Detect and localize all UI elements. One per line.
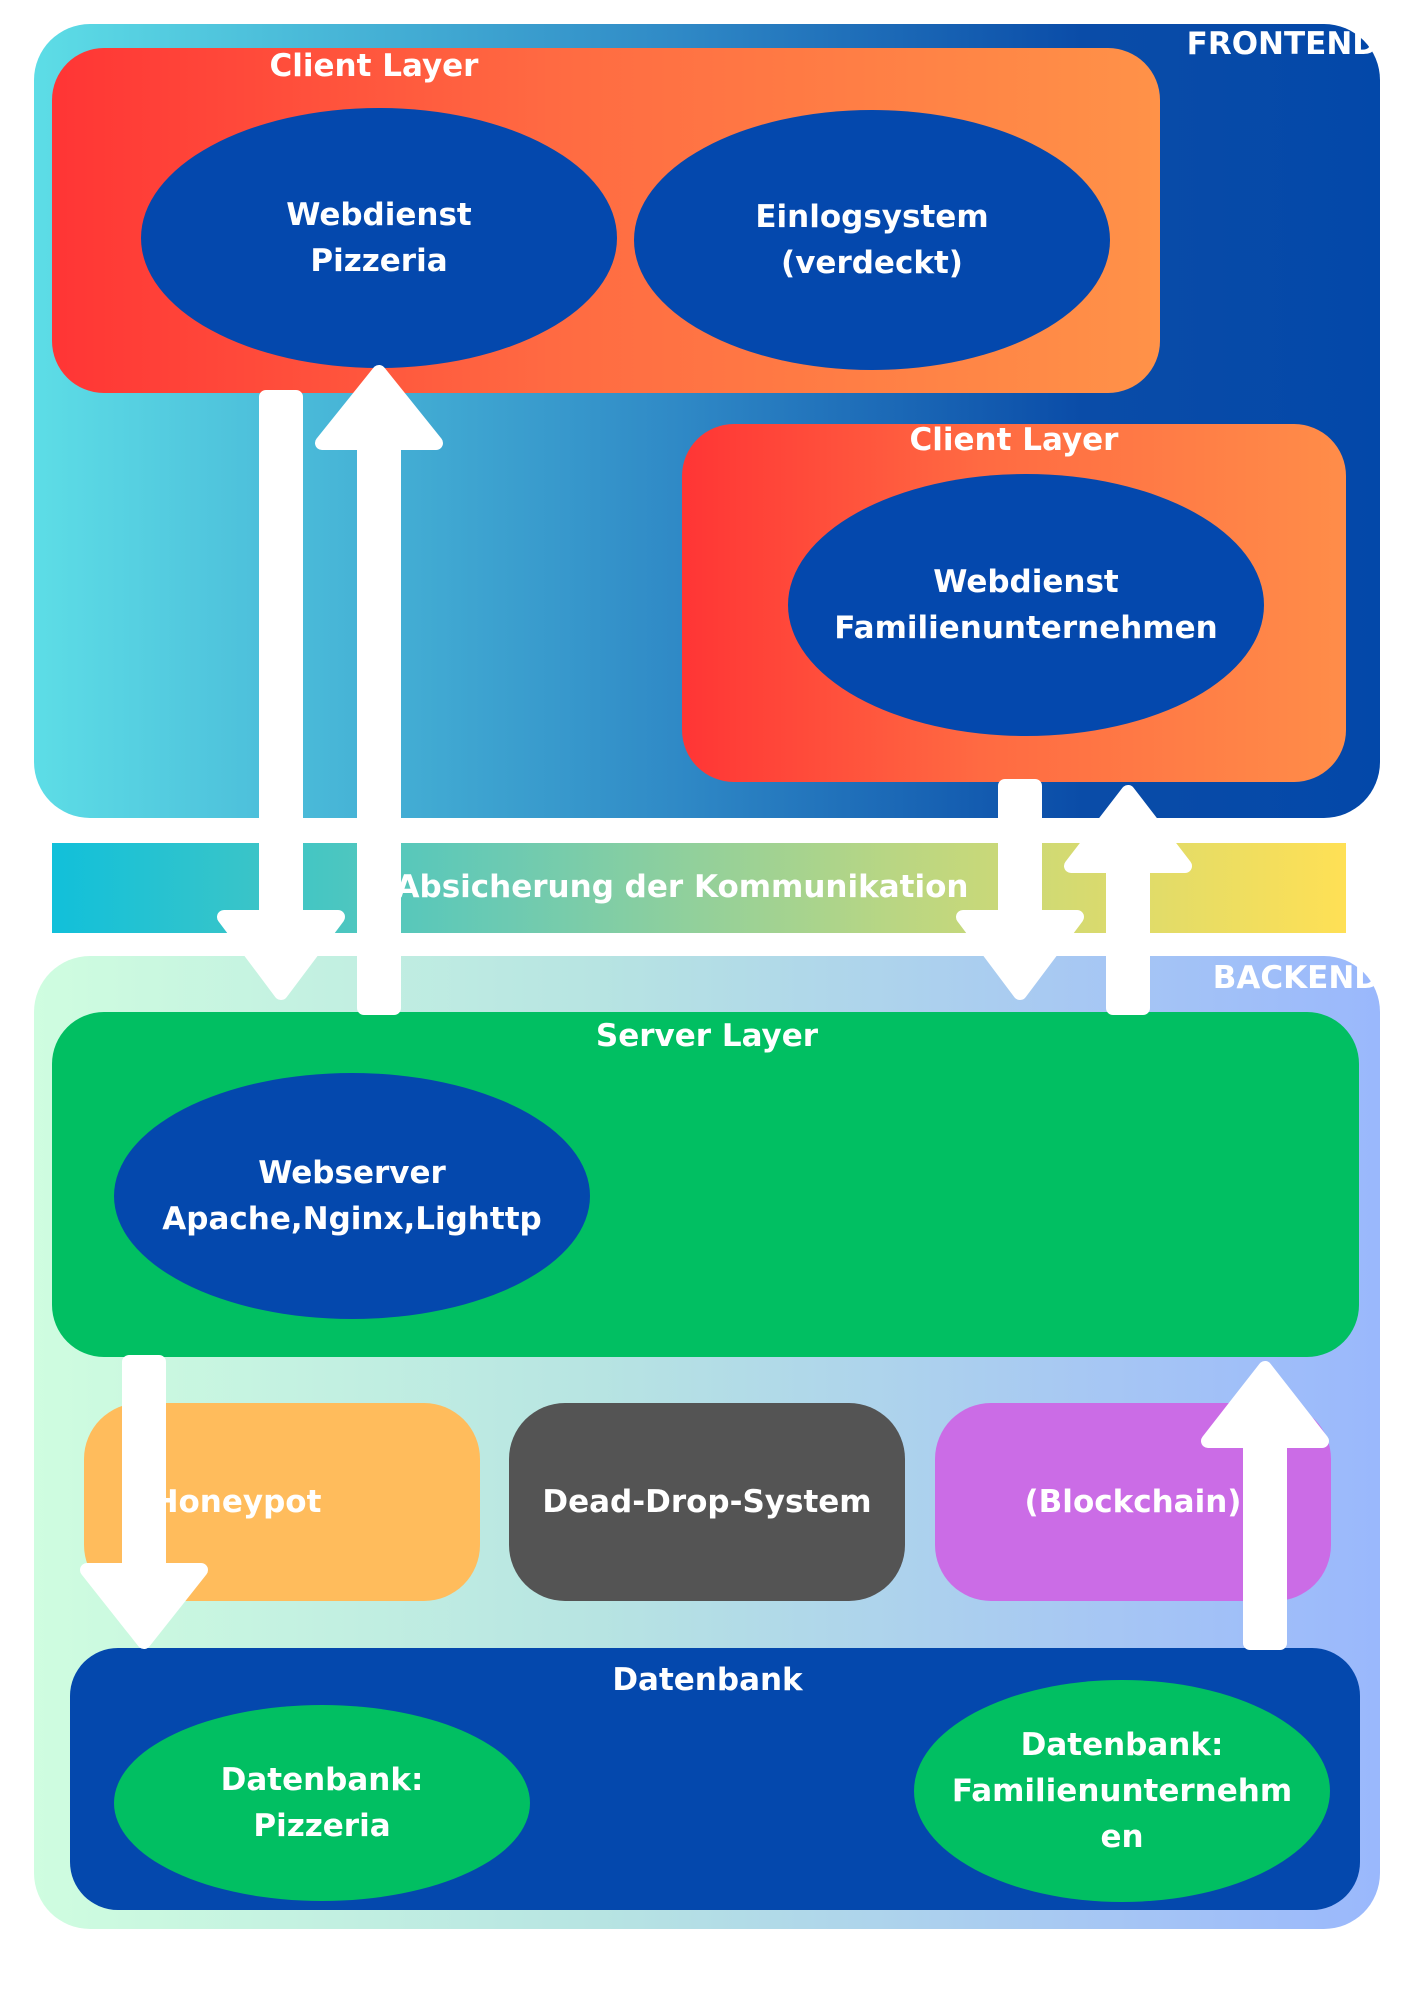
arrow-up-server-to-client	[315, 365, 443, 1015]
db-familie-line-3: en	[1100, 1819, 1144, 1855]
webdienst-pizzeria-line-1: Webdienst	[286, 197, 472, 233]
client-layer-2-title: Client Layer	[909, 422, 1119, 458]
webserver-node: Webserver Apache,Nginx,Lighttp	[114, 1073, 590, 1319]
db-pizzeria-line-1: Datenbank:	[220, 1762, 424, 1798]
webserver-line-2: Apache,Nginx,Lighttp	[162, 1201, 542, 1237]
datenbank-title: Datenbank	[612, 1662, 803, 1698]
frontend-title: FRONTEND	[1186, 26, 1378, 62]
db-familie-node: Datenbank: Familienunternehm en	[914, 1680, 1330, 1902]
server-layer-title: Server Layer	[595, 1018, 819, 1054]
webdienst-familie-line-2: Familienunternehmen	[834, 610, 1218, 646]
webserver-line-1: Webserver	[258, 1155, 446, 1191]
einlogsystem-node: Einlogsystem (verdeckt)	[634, 110, 1110, 370]
blockchain-label: (Blockchain)	[1024, 1484, 1242, 1520]
backend-title: BACKEND	[1212, 960, 1380, 996]
security-label: Absicherung der Kommunikation	[395, 869, 969, 905]
db-familie-line-2: Familienunternehm	[951, 1773, 1293, 1809]
db-pizzeria-line-2: Pizzeria	[253, 1808, 391, 1844]
client-layer-1-title: Client Layer	[269, 48, 479, 84]
arrow-up-datenbank-to-server	[1201, 1361, 1329, 1650]
arrow-down-server-to-datenbank	[80, 1355, 208, 1649]
db-pizzeria-node: Datenbank: Pizzeria	[114, 1705, 530, 1901]
dead-drop-box: Dead-Drop-System	[509, 1403, 905, 1601]
webdienst-pizzeria-line-2: Pizzeria	[310, 243, 448, 279]
arrow-down-client2-to-server	[956, 779, 1084, 1000]
arrow-down-client-to-server	[217, 390, 345, 1000]
honeypot-label: Honeypot	[152, 1484, 322, 1520]
db-familie-line-1: Datenbank:	[1020, 1727, 1224, 1763]
webdienst-familie-node: Webdienst Familienunternehmen	[788, 474, 1264, 736]
webdienst-pizzeria-node: Webdienst Pizzeria	[141, 108, 617, 368]
einlogsystem-line-2: (verdeckt)	[781, 245, 963, 281]
arrow-up-server-to-client2	[1064, 785, 1192, 1015]
dead-drop-label: Dead-Drop-System	[542, 1484, 872, 1520]
einlogsystem-line-1: Einlogsystem	[755, 199, 989, 235]
webdienst-familie-line-1: Webdienst	[933, 564, 1119, 600]
